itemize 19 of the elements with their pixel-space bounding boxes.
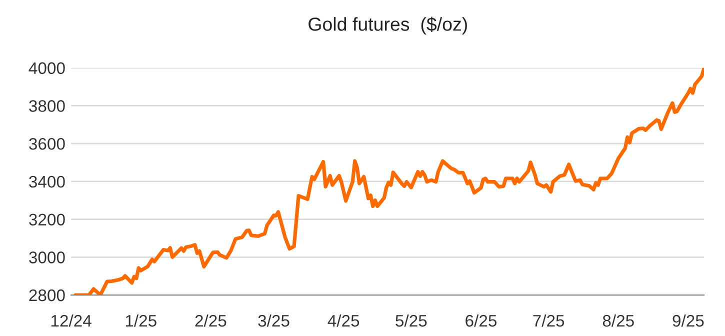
y-tick-label: 4000	[28, 62, 65, 74]
x-tick-label: 4/25	[328, 314, 360, 327]
line-series	[74, 68, 704, 296]
x-tick-label: 9/25	[672, 314, 704, 327]
x-tick-label: 2/25	[195, 314, 226, 327]
x-tick-label: 7/25	[533, 314, 564, 327]
x-tick-label: 8/25	[602, 314, 634, 327]
x-tick-label: 5/25	[396, 314, 427, 327]
x-tick-label: 6/25	[466, 314, 497, 327]
x-tick-label: 12/24	[51, 314, 92, 327]
x-tick-label: 1/25	[126, 314, 156, 327]
x-tick-label: 3/25	[258, 314, 290, 327]
chart-title: Gold futures ($/oz)	[308, 16, 467, 35]
y-tick-label: 3800	[29, 100, 65, 112]
y-tick-label: 2800	[29, 289, 65, 302]
y-tick-label: 3400	[29, 176, 65, 188]
y-tick-label: 3000	[29, 252, 65, 264]
y-tick-label: 3600	[29, 138, 65, 150]
y-tick-label: 3200	[29, 214, 65, 226]
